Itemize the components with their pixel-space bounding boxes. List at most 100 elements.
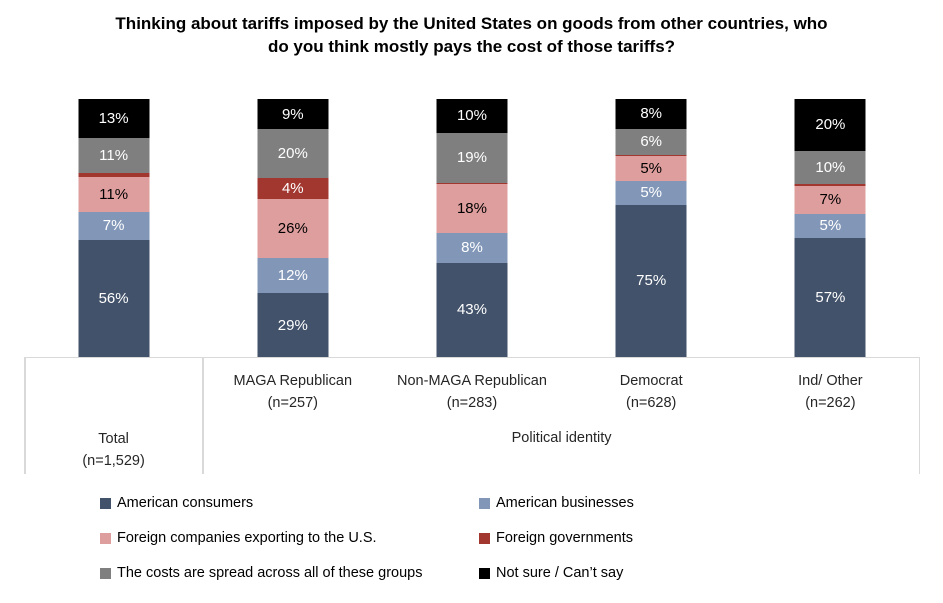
legend-swatch bbox=[479, 532, 490, 544]
legend-label: Foreign companies exporting to the U.S. bbox=[117, 530, 377, 546]
bar-segment: 9% bbox=[257, 99, 329, 130]
bar-segment: 4% bbox=[257, 177, 329, 200]
legend-item: American consumers bbox=[100, 495, 479, 511]
segment-value-label: 8% bbox=[461, 239, 483, 257]
bar-segment: 43% bbox=[436, 262, 508, 357]
stacked-bar: 75% 5% 5% 6% 8% bbox=[615, 98, 687, 357]
segment-value-label: 18% bbox=[456, 200, 487, 218]
legend-swatch bbox=[100, 567, 111, 579]
bar-segment: 5% bbox=[615, 180, 687, 205]
legend-row: The costs are spread across all of these… bbox=[100, 562, 910, 584]
category-label: MAGA Republican (n=257) bbox=[203, 370, 382, 414]
category-sample-size: (n=257) bbox=[267, 395, 318, 411]
segment-value-label: 5% bbox=[640, 184, 663, 202]
bar-slot: 57% 5% 7% 10% 20% bbox=[741, 99, 920, 357]
category-sample-size: (n=628) bbox=[625, 395, 677, 411]
legend-item: Foreign governments bbox=[479, 530, 633, 546]
segment-value-label: 10% bbox=[456, 107, 487, 125]
legend-swatch bbox=[100, 532, 111, 544]
segment-value-label: 7% bbox=[819, 191, 842, 209]
bar-segment: 20% bbox=[257, 129, 329, 178]
group-label: Political identity bbox=[511, 430, 612, 446]
bar-segment: 8% bbox=[615, 98, 687, 129]
category-label: Total (n=1,529) bbox=[24, 428, 203, 472]
bar-slot: 75% 5% 5% 6% 8% bbox=[562, 98, 741, 357]
bar-segment: 11% bbox=[78, 176, 150, 212]
chart-title: Thinking about tariffs imposed by the Un… bbox=[115, 14, 828, 56]
segment-value-label: 20% bbox=[277, 144, 308, 162]
stacked-bar: 29% 12% 26% 4% 20% 9% bbox=[257, 99, 329, 357]
segment-value-label: 12% bbox=[277, 267, 308, 285]
category-name: Total bbox=[98, 431, 129, 447]
axis-border-left bbox=[24, 358, 26, 474]
segment-value-label: 29% bbox=[277, 316, 308, 334]
segment-value-label: 10% bbox=[815, 158, 846, 176]
category-axis: Political identity Total (n=1,529) MAGA Re… bbox=[24, 357, 920, 474]
legend-label: American consumers bbox=[117, 495, 254, 511]
bar-segment: 56% bbox=[78, 239, 150, 357]
segment-value-label: 5% bbox=[640, 160, 663, 178]
bar-segment: 6% bbox=[615, 128, 687, 155]
segment-value-label: 57% bbox=[815, 288, 846, 306]
stacked-bar: 43% 8% 18% 19% 10% bbox=[436, 99, 508, 357]
bar-segment: 29% bbox=[257, 293, 329, 357]
category-sample-size: (n=283) bbox=[446, 395, 498, 411]
bar-segment bbox=[615, 154, 687, 157]
axis-border-right bbox=[918, 358, 920, 474]
legend-swatch bbox=[100, 497, 111, 509]
legend-label: The costs are spread across all of these… bbox=[117, 565, 423, 581]
stacked-bar: 57% 5% 7% 10% 20% bbox=[794, 99, 866, 357]
segment-value-label: 11% bbox=[99, 146, 129, 164]
segment-value-label: 11% bbox=[99, 185, 129, 203]
stacked-bar: 56% 7% 11% 11% 13% bbox=[78, 99, 150, 357]
bar-segment: 5% bbox=[794, 213, 866, 238]
axis-group-divider bbox=[202, 358, 204, 474]
segment-value-label: 5% bbox=[819, 217, 842, 235]
category-name: MAGA Republican bbox=[233, 373, 353, 389]
segment-value-label: 8% bbox=[640, 105, 663, 123]
legend-row: American consumers American businesses bbox=[100, 492, 910, 514]
bar-segment: 8% bbox=[436, 232, 508, 263]
bar-segment: 57% bbox=[794, 237, 866, 357]
segment-value-label: 7% bbox=[102, 217, 125, 235]
legend-label: American businesses bbox=[496, 495, 634, 511]
legend-swatch bbox=[479, 567, 490, 579]
legend-item: Foreign companies exporting to the U.S. bbox=[100, 530, 479, 546]
category-name: Democrat bbox=[619, 373, 683, 389]
bar-slot: 43% 8% 18% 19% 10% bbox=[382, 99, 561, 357]
category-sample-size: (n=262) bbox=[805, 395, 856, 411]
legend-item: American businesses bbox=[479, 495, 634, 511]
segment-value-label: 43% bbox=[456, 301, 487, 319]
bar-segment: 13% bbox=[78, 99, 150, 138]
bar-slot: 56% 7% 11% 11% 13% bbox=[24, 99, 203, 357]
category-label: Ind/ Other (n=262) bbox=[741, 370, 920, 414]
bar-segment: 12% bbox=[257, 258, 329, 294]
category-label: Non-MAGA Republican (n=283) bbox=[382, 370, 561, 414]
bar-segment: 10% bbox=[436, 99, 508, 133]
segment-value-label: 4% bbox=[281, 180, 304, 198]
bar-segment bbox=[436, 182, 508, 185]
bar-segment: 11% bbox=[78, 137, 150, 173]
legend-label: Not sure / Can’t say bbox=[496, 565, 624, 581]
bar-segment: 26% bbox=[257, 199, 329, 259]
bar-segment bbox=[78, 172, 150, 177]
bar-slot: 29% 12% 26% 4% 20% 9% bbox=[203, 99, 382, 357]
category-sample-size: (n=1,529) bbox=[82, 453, 145, 469]
segment-value-label: 9% bbox=[281, 105, 304, 123]
segment-value-label: 20% bbox=[815, 116, 846, 134]
bar-segment bbox=[794, 183, 866, 186]
plot-area: 56% 7% 11% 11% 13% 29% 12% 26% 4% 20% 9% 43% 8% 18% 19… bbox=[24, 98, 920, 357]
bar-segment: 7% bbox=[78, 211, 150, 240]
segment-value-label: 6% bbox=[640, 133, 663, 151]
category-name: Ind/ Other bbox=[798, 373, 863, 389]
legend-item: Not sure / Can’t say bbox=[479, 565, 623, 581]
bar-segment: 5% bbox=[615, 156, 687, 181]
segment-value-label: 26% bbox=[277, 220, 308, 238]
chart-legend: American consumers American businesses For… bbox=[100, 492, 910, 597]
bar-segment: 10% bbox=[794, 150, 866, 184]
bar-segment: 20% bbox=[794, 99, 866, 151]
bar-segment: 18% bbox=[436, 184, 508, 233]
bar-segment: 19% bbox=[436, 132, 508, 183]
bar-segment: 75% bbox=[615, 204, 687, 357]
